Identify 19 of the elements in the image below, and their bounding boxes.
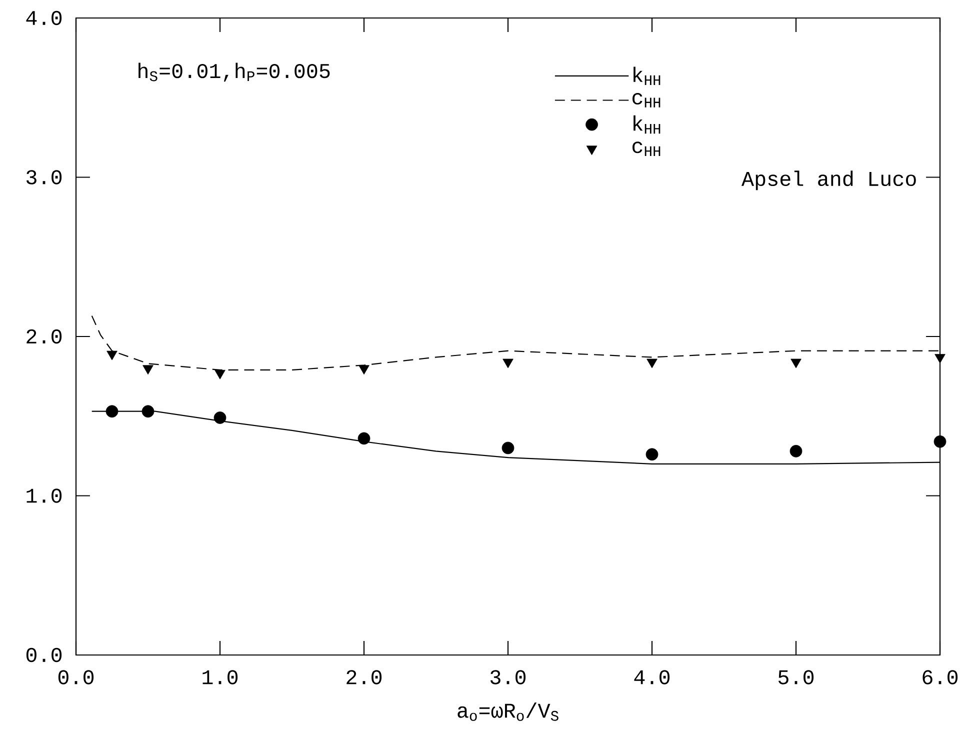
x-tick-label: 5.0 bbox=[778, 670, 814, 684]
legend-label: k$_{HH}$ bbox=[634, 115, 660, 134]
annotation: h$_{S}$=0.01,h$_{P}$=0.005 bbox=[138, 62, 330, 82]
legend-label: c$_{HH}$ bbox=[632, 142, 660, 156]
legend-label: k$_{HH}$ bbox=[634, 66, 660, 86]
x-tick-label: 4.0 bbox=[634, 670, 670, 684]
x-tick-label: 3.0 bbox=[490, 670, 526, 684]
y-tick-label: 3.0 bbox=[26, 170, 62, 184]
annotation: Apsel and Luco bbox=[741, 170, 916, 190]
legend-label: c$_{HH}$ bbox=[632, 93, 660, 108]
y-tick-label: 2.0 bbox=[26, 329, 62, 344]
x-tick-label: 2.0 bbox=[346, 670, 382, 684]
x-tick-label: 6.0 bbox=[922, 670, 958, 684]
y-tick-label: 4.0 bbox=[26, 10, 62, 26]
y-tick-label: 1.0 bbox=[26, 488, 62, 503]
x-tick-label: 0.0 bbox=[58, 670, 94, 684]
x-axis-title: a$_{o}$=ωR$_{o}$/V$_{S}$ bbox=[458, 702, 558, 721]
y-tick-label: 0.0 bbox=[26, 648, 62, 662]
x-tick-label: 1.0 bbox=[202, 670, 238, 684]
